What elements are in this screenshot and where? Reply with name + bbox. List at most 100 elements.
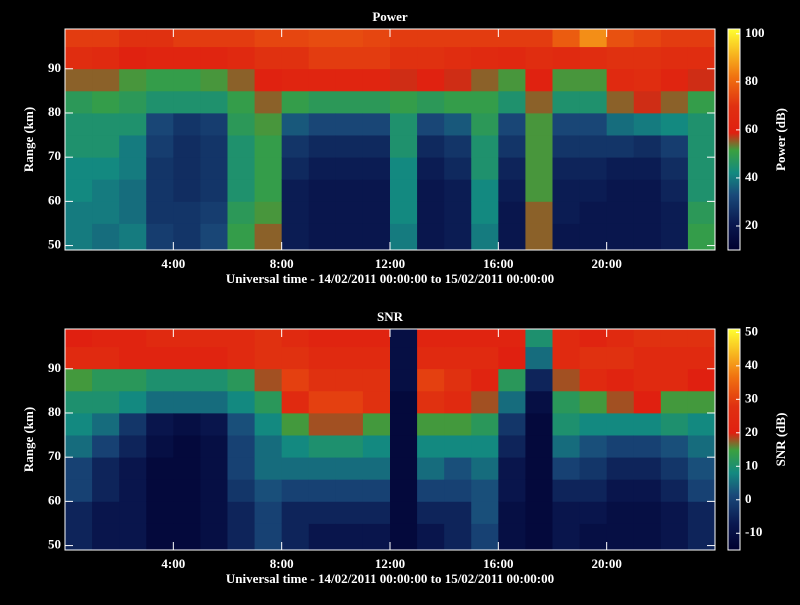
heatmap-cell [633, 479, 662, 502]
heatmap-cell [335, 157, 364, 180]
heatmap-cell [146, 179, 174, 202]
heatmap-cell [308, 368, 337, 392]
heatmap-cell [227, 201, 255, 224]
heatmap-cell [119, 346, 147, 370]
heatmap-cell [687, 90, 716, 114]
x-axis-label: Universal time - 14/02/2011 00:00:00 to … [226, 271, 554, 286]
heatmap-cell [119, 90, 147, 114]
colorbar [727, 28, 741, 251]
colorbar-label: Power (dB) [773, 108, 788, 171]
heatmap-cell [444, 501, 472, 524]
heatmap-cell [471, 390, 499, 414]
heatmap-cell [552, 46, 580, 70]
heatmap-cell [633, 435, 662, 458]
heatmap-cell [417, 368, 445, 392]
heatmap-cell [552, 68, 580, 92]
heatmap-cell [227, 390, 255, 414]
heatmap-cell [65, 68, 93, 92]
heatmap-cell [471, 501, 499, 524]
heatmap-cell [281, 223, 310, 251]
heatmap-cell [471, 157, 499, 180]
heatmap-cell [173, 112, 201, 136]
heatmap-cell [92, 223, 120, 251]
heatmap-cell [552, 29, 580, 48]
x-tick-label: 8:00 [270, 256, 294, 271]
heatmap-cell [362, 157, 391, 180]
heatmap-cell [498, 90, 526, 114]
heatmap-cell [200, 390, 228, 414]
heatmap-cell [525, 201, 553, 224]
heatmap-cell [65, 346, 93, 370]
heatmap-cell [525, 368, 553, 392]
heatmap-cell [227, 329, 255, 348]
heatmap-cell [254, 223, 283, 251]
x-tick-label: 12:00 [375, 256, 405, 271]
heatmap-cell [579, 368, 608, 392]
heatmap-cell [390, 479, 418, 502]
heatmap-cell [687, 412, 716, 436]
heatmap-cell [498, 523, 526, 551]
heatmap-cell [390, 435, 418, 458]
heatmap-cell [633, 501, 662, 524]
heatmap-cell [92, 479, 120, 502]
heatmap-cell [281, 201, 310, 224]
heatmap-cell [65, 157, 93, 180]
heatmap-cell [687, 523, 716, 551]
heatmap-cell [65, 479, 93, 502]
heatmap-cell [119, 135, 147, 158]
heatmap-cell [146, 157, 174, 180]
heatmap-cell [362, 112, 391, 136]
heatmap-cell [579, 479, 608, 502]
heatmap-cell [390, 201, 418, 224]
heatmap-cell [525, 135, 553, 158]
heatmap-cell [362, 457, 391, 480]
heatmap-cell [335, 46, 364, 70]
heatmap-cell [525, 157, 553, 180]
heatmap-cell [65, 135, 93, 158]
x-tick-label: 4:00 [161, 256, 185, 271]
heatmap-cell [227, 457, 255, 480]
heatmap-cell [498, 368, 526, 392]
colorbar-tick-label: 40 [745, 169, 758, 184]
heatmap-cell [471, 368, 499, 392]
heatmap-cell [119, 457, 147, 480]
heatmap-cell [552, 223, 580, 251]
heatmap-cell [390, 179, 418, 202]
heatmap-cell [390, 223, 418, 251]
heatmap-cell [525, 68, 553, 92]
heatmap-cell [308, 390, 337, 414]
heatmap-cell [417, 201, 445, 224]
heatmap-cell [417, 135, 445, 158]
heatmap-cell [173, 523, 201, 551]
heatmap-cell [660, 201, 689, 224]
heatmap-cell [119, 201, 147, 224]
heatmap-cell [552, 412, 580, 436]
heatmap-cell [65, 329, 93, 348]
heatmap-cell [525, 457, 553, 480]
heatmap-cell [579, 29, 608, 48]
heatmap-cell [444, 90, 472, 114]
heatmap-cell [444, 479, 472, 502]
heatmap-cell [498, 435, 526, 458]
heatmap-cell [633, 179, 662, 202]
heatmap-cell [579, 157, 608, 180]
heatmap-cell [579, 412, 608, 436]
heatmap-cell [687, 46, 716, 70]
heatmap-cell [362, 523, 391, 551]
heatmap-cell [606, 457, 635, 480]
heatmap-cell [417, 179, 445, 202]
heatmap-cell [254, 29, 283, 48]
heatmap-cell [498, 68, 526, 92]
heatmap-cell [281, 135, 310, 158]
heatmap-cell [65, 523, 93, 551]
heatmap-cell [92, 523, 120, 551]
heatmap-cell [498, 346, 526, 370]
heatmap-cell [146, 457, 174, 480]
heatmap-cell [417, 501, 445, 524]
heatmap-cell [660, 90, 689, 114]
heatmap-cell [65, 46, 93, 70]
heatmap-cell [444, 157, 472, 180]
heatmap-cell [173, 390, 201, 414]
heatmap-cell [254, 179, 283, 202]
heatmap-cell [471, 412, 499, 436]
